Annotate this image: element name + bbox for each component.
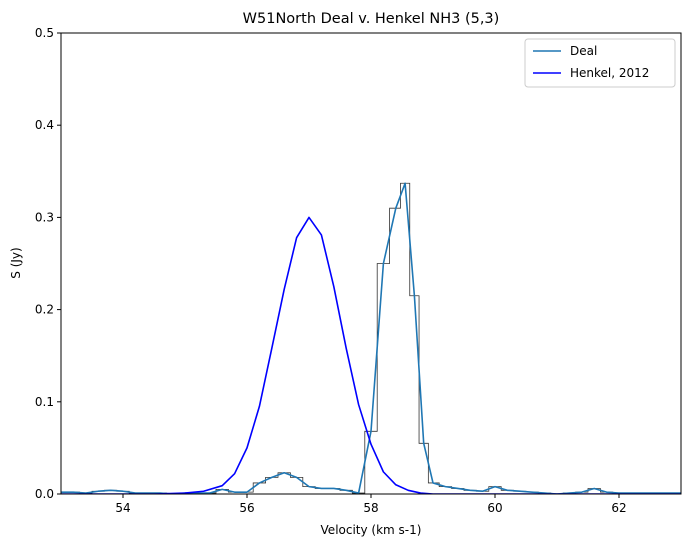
series-line-henkel bbox=[61, 216, 681, 494]
x-tick-label: 54 bbox=[115, 501, 130, 515]
deal-step-outline bbox=[61, 182, 681, 494]
legend-label-henkel: Henkel, 2012 bbox=[570, 66, 649, 80]
series-line-deal bbox=[61, 182, 681, 494]
y-tick-label: 0.5 bbox=[35, 26, 54, 40]
y-axis: 0.0 0.1 0.2 0.3 0.4 0.5 bbox=[35, 26, 61, 501]
x-tick-label: 56 bbox=[239, 501, 254, 515]
legend: Deal Henkel, 2012 bbox=[524, 38, 676, 88]
x-tick-label: 58 bbox=[363, 501, 378, 515]
x-tick-label: 60 bbox=[487, 501, 502, 515]
legend-label-deal: Deal bbox=[570, 44, 597, 58]
y-tick-label: 0.0 bbox=[35, 487, 54, 501]
chart-title: W51North Deal v. Henkel NH3 (5,3) bbox=[243, 11, 500, 27]
series-layer bbox=[61, 182, 681, 494]
y-tick-label: 0.1 bbox=[35, 395, 54, 409]
y-tick-label: 0.4 bbox=[35, 118, 54, 132]
y-tick-label: 0.3 bbox=[35, 210, 54, 224]
x-axis-label: Velocity (km s-1) bbox=[321, 523, 422, 537]
y-axis-label: S (Jy) bbox=[9, 247, 23, 278]
legend-box bbox=[524, 38, 676, 88]
y-tick-label: 0.2 bbox=[35, 303, 54, 317]
x-tick-label: 62 bbox=[611, 501, 626, 515]
x-axis: 54 56 58 60 62 bbox=[115, 494, 627, 515]
